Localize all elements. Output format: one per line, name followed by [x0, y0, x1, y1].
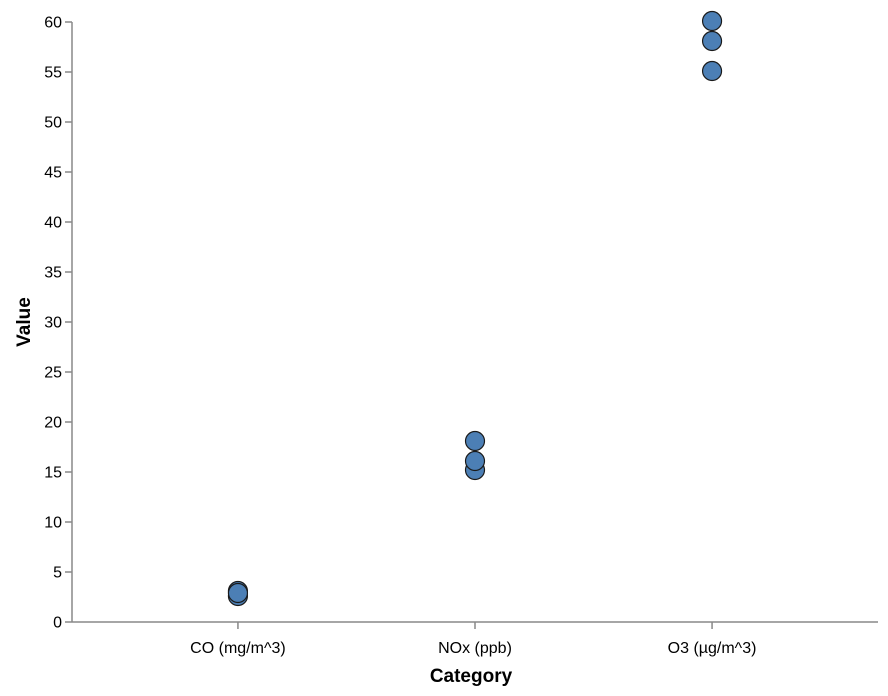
data-point — [227, 582, 249, 604]
x-axis-title: Category — [430, 666, 513, 687]
y-tick-label: 15 — [44, 465, 62, 482]
y-tick-label: 35 — [44, 265, 62, 282]
y-tick-label: 40 — [44, 215, 62, 232]
data-point — [701, 10, 723, 32]
data-point — [701, 60, 723, 82]
y-tick-label: 10 — [44, 515, 62, 532]
x-axis: CO (mg/m^3) NOx (ppb) O3 (µg/m^3) — [72, 621, 878, 657]
y-axis-title: Value — [14, 297, 35, 347]
y-tick-label: 0 — [53, 615, 62, 632]
x-tick-label: O3 (µg/m^3) — [668, 640, 757, 657]
y-tick-label: 55 — [44, 65, 62, 82]
y-tick-label: 50 — [44, 115, 62, 132]
data-point — [464, 450, 486, 472]
data-point — [464, 430, 486, 452]
y-tick-label: 45 — [44, 165, 62, 182]
y-tick-label: 5 — [53, 565, 62, 582]
x-tick-label: CO (mg/m^3) — [190, 640, 286, 657]
data-points — [227, 10, 723, 607]
x-tick-label: NOx (ppb) — [438, 640, 512, 657]
y-axis: 0 5 10 15 20 25 30 35 40 45 50 55 60 — [44, 15, 73, 632]
y-tick-label: 60 — [44, 15, 62, 32]
y-tick-label: 20 — [44, 415, 62, 432]
data-point — [701, 30, 723, 52]
y-tick-label: 25 — [44, 365, 62, 382]
y-tick-label: 30 — [44, 315, 62, 332]
